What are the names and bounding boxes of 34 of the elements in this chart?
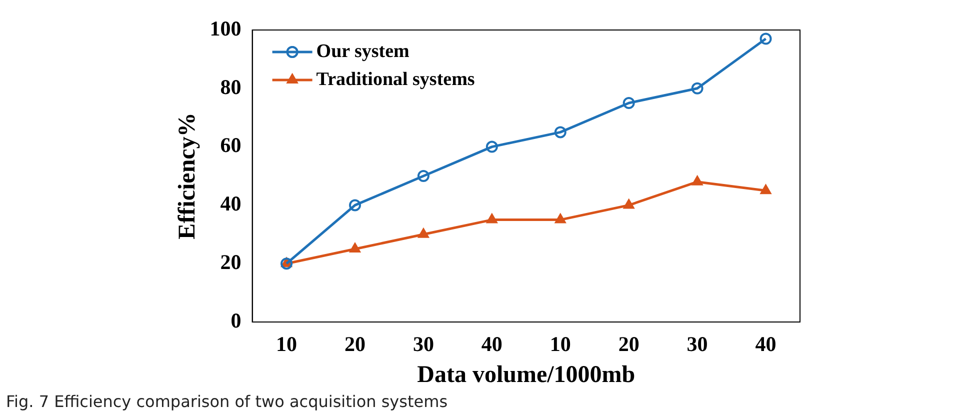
point: [350, 243, 360, 252]
y-tick-label: 100: [210, 16, 242, 40]
legend-label: Traditional systems: [316, 68, 475, 90]
x-tick-label: 20: [344, 332, 366, 356]
y-tick-label: 0: [230, 308, 242, 332]
point: [554, 126, 566, 138]
point: [624, 199, 634, 209]
x-tick-label: 40: [481, 332, 502, 356]
x-tick-label: 30: [686, 332, 708, 356]
point: [622, 97, 635, 109]
legend-label: Our system: [316, 40, 410, 62]
point: [760, 184, 772, 194]
y-tick-label: 60: [220, 133, 242, 158]
caption: Fig. 7 Efficiency comparison of two acquisition systems: [6, 392, 448, 411]
point: [760, 32, 772, 45]
point: [418, 228, 429, 238]
x-tick-label: 40: [755, 332, 776, 356]
y-tick-label: 80: [220, 74, 242, 99]
x-axis-title: Data volume/1000mb: [417, 362, 636, 388]
x-tick-label: 10: [276, 332, 298, 356]
point: [417, 170, 430, 182]
point: [486, 140, 498, 153]
y-tick-label: 20: [220, 250, 242, 274]
x-tick-label: 10: [550, 332, 571, 356]
point: [280, 258, 293, 270]
y-axis-title: Efficiency%: [174, 112, 201, 240]
y-tick-label: 40: [220, 192, 242, 216]
point: [555, 214, 566, 224]
x-tick-label: 30: [412, 332, 434, 356]
point: [691, 82, 704, 94]
point: [486, 214, 498, 224]
point: [692, 176, 703, 186]
x-tick-label: 20: [618, 332, 640, 356]
point: [348, 199, 361, 212]
